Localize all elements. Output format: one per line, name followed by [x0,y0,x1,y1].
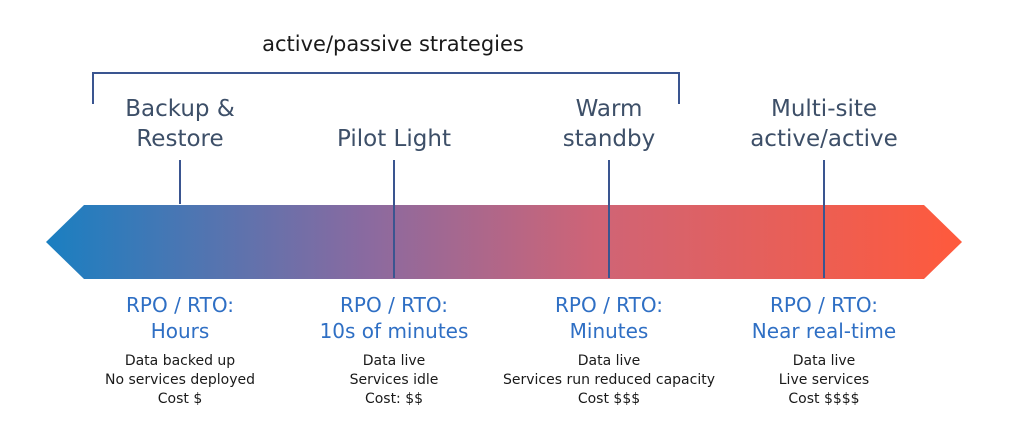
strategy-name-line: Warm [575,96,643,122]
rpo-rto-pilot-light: RPO / RTO: 10s of minutes [284,292,504,344]
rpo-value: 10s of minutes [319,319,469,343]
detail-line: Services run reduced capacity [502,372,715,388]
strategy-name-line: Restore [136,126,224,152]
rpo-rto-backup-restore: RPO / RTO: Hours [70,292,290,344]
stem-pilot-light [393,160,395,278]
details-pilot-light: Data live Services idle Cost: $$ [274,352,514,409]
strategy-multi-site: Multi-site active/active [724,94,924,154]
rpo-label: RPO / RTO: [340,293,448,317]
active-passive-bracket [92,72,680,104]
detail-line: Live services [778,372,870,388]
strategy-backup-restore: Backup & Restore [80,94,280,154]
strategy-pilot-light: Pilot Light [294,124,494,154]
rpo-label: RPO / RTO: [555,293,663,317]
strategy-name-line: active/active [750,126,898,152]
detail-line: No services deployed [104,372,255,388]
rpo-label: RPO / RTO: [770,293,878,317]
bracket-label: active/passive strategies [262,32,524,56]
strategy-name-line: Pilot Light [337,126,451,152]
details-warm-standby: Data live Services run reduced capacity … [489,352,729,409]
stem-multi-site [823,160,825,278]
rpo-rto-warm-standby: RPO / RTO: Minutes [499,292,719,344]
detail-line: Data backed up [124,353,236,369]
strategy-name-line: Backup & [125,96,235,122]
detail-line: Cost: $$ [364,391,424,407]
details-backup-restore: Data backed up No services deployed Cost… [60,352,300,409]
rpo-label: RPO / RTO: [126,293,234,317]
rpo-value: Minutes [569,319,649,343]
detail-line: Data live [577,353,641,369]
strategy-name-line: Multi-site [770,96,878,122]
stem-backup-restore [179,160,181,204]
strategy-name-line: standby [562,126,656,152]
strategy-warm-standby: Warm standby [509,94,709,154]
detail-line: Cost $$$$ [788,391,860,407]
detail-line: Services idle [349,372,439,388]
detail-line: Data live [362,353,426,369]
rpo-value: Hours [150,319,210,343]
stem-warm-standby [608,160,610,278]
details-multi-site: Data live Live services Cost $$$$ [704,352,944,409]
rpo-value: Near real-time [751,319,897,343]
detail-line: Cost $ [157,391,203,407]
detail-line: Data live [792,353,856,369]
rpo-rto-multi-site: RPO / RTO: Near real-time [714,292,934,344]
detail-line: Cost $$$ [577,391,641,407]
